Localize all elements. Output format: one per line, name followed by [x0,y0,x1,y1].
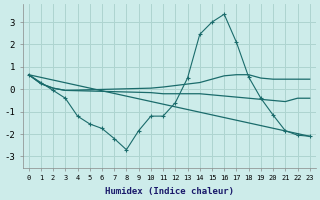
X-axis label: Humidex (Indice chaleur): Humidex (Indice chaleur) [105,187,234,196]
